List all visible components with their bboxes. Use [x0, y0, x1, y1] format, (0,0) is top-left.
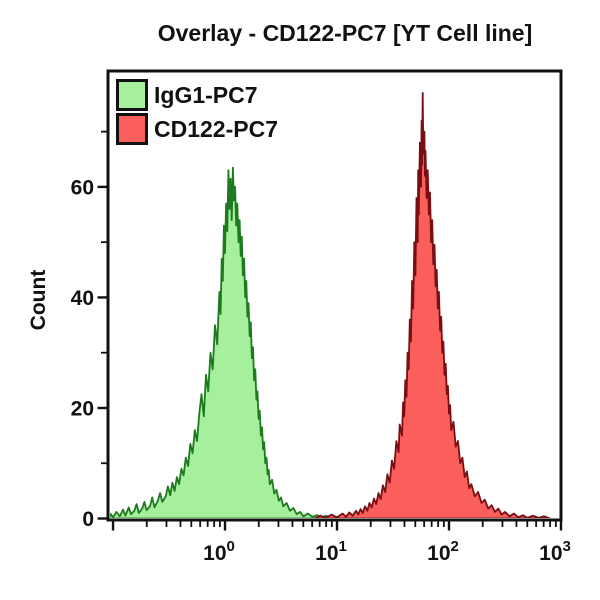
histogram-series: [110, 92, 551, 518]
histogram-igg1-pc7: [110, 166, 366, 518]
y-tick-label: 40: [71, 287, 94, 310]
legend: IgG1-PC7 CD122-PC7: [116, 78, 278, 146]
x-tick-label: 101: [315, 538, 347, 565]
cd122-pc7-swatch-icon: [116, 113, 148, 145]
chart-title: Overlay - CD122-PC7 [YT Cell line]: [157, 20, 533, 46]
x-tick-label: 102: [427, 538, 459, 565]
igg1-pc7-swatch-icon: [116, 79, 148, 111]
axis-ticks: [97, 130, 563, 531]
legend-label-cd122: CD122-PC7: [154, 116, 278, 142]
x-tick-label: 100: [203, 538, 235, 565]
y-tick-label: 60: [71, 176, 94, 199]
axis-tick-labels: 0 20 40 60 100 101 102 103: [71, 176, 571, 565]
x-tick-label: 103: [539, 538, 571, 565]
legend-item-cd122: CD122-PC7: [116, 112, 278, 146]
y-tick-label: 20: [71, 397, 94, 420]
legend-item-igg1: IgG1-PC7: [116, 78, 278, 112]
y-tick-label: 0: [82, 508, 94, 531]
histogram-cd122-pc7: [313, 92, 551, 518]
legend-label-igg1: IgG1-PC7: [154, 82, 258, 108]
plot-frame: [106, 69, 563, 522]
